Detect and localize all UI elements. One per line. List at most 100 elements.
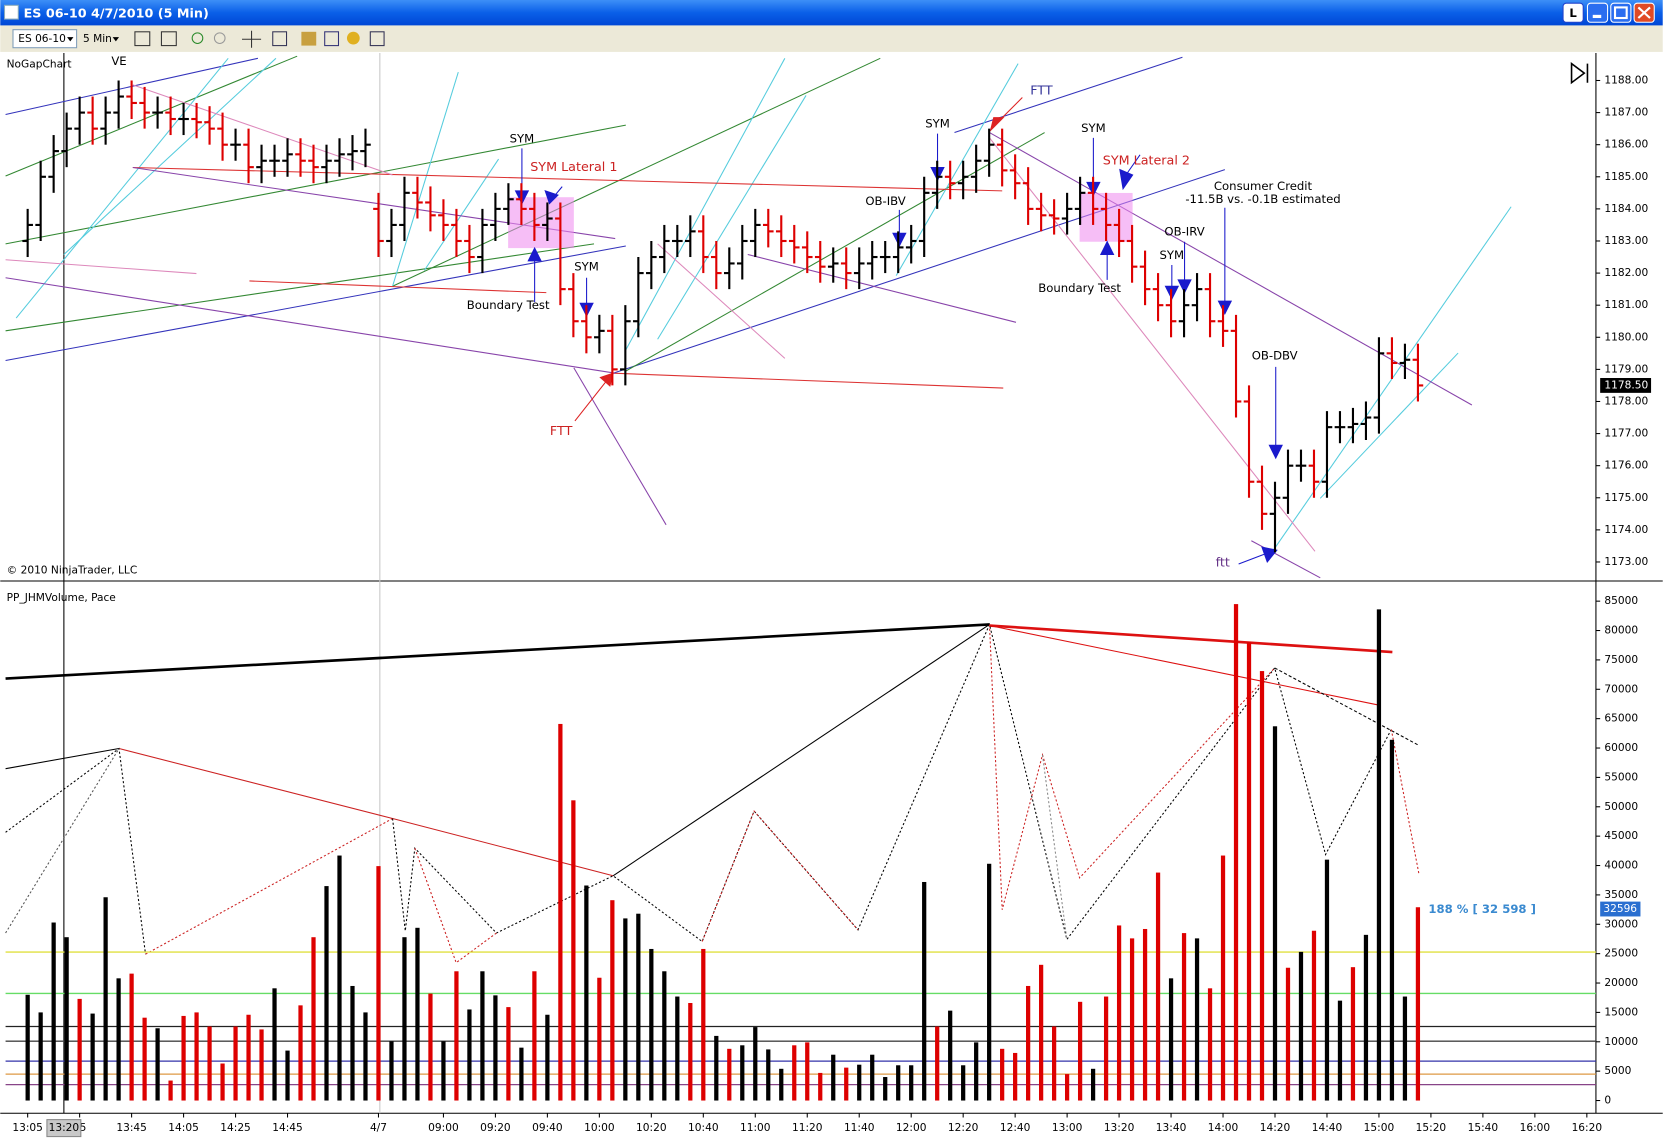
trend-line <box>1272 206 1512 552</box>
draw-tool-icon[interactable] <box>160 31 177 47</box>
volume-bar <box>1207 988 1213 1101</box>
volume-bar <box>558 723 563 1101</box>
volume-bar <box>987 863 992 1101</box>
maximize-button[interactable] <box>1610 2 1632 23</box>
bar-type-icon[interactable] <box>134 31 151 47</box>
volume-bar <box>1116 925 1122 1101</box>
pace-zigzag <box>1041 754 1068 940</box>
annotations: VE SYM SYM Lateral 1 Boundary Test SYM F… <box>111 54 1340 569</box>
trend-line <box>5 245 626 362</box>
trend-line <box>1319 352 1459 499</box>
volume-bar <box>155 1028 160 1101</box>
arrow <box>1177 241 1192 294</box>
crosshair-label: 13:20 <box>49 1122 80 1134</box>
volume-bar <box>766 1049 771 1101</box>
link-button[interactable] <box>1562 2 1584 23</box>
volume-bar <box>1233 604 1239 1101</box>
trend-line <box>657 95 807 340</box>
last-price-box <box>1600 378 1652 393</box>
pace-label: 188 % [ 32 598 ] <box>1428 902 1536 916</box>
volume-bar <box>844 1067 849 1101</box>
trend-line <box>954 56 1183 134</box>
volume-bar <box>896 1065 901 1101</box>
zoom-out-icon[interactable] <box>213 32 226 45</box>
annotation: OB-DBV <box>1252 349 1298 363</box>
dropdown-arrow <box>112 37 120 42</box>
volume-bar <box>831 1054 836 1101</box>
annotation: SYM Lateral 1 <box>530 159 617 174</box>
volume-bar <box>1064 1074 1070 1101</box>
y-tick-label: 80000 <box>1604 625 1638 637</box>
volume-bar <box>922 881 927 1101</box>
trend-line <box>5 277 616 374</box>
trend-line <box>132 84 393 176</box>
link-button-label[interactable]: L <box>1569 6 1577 20</box>
x-tick-label: 12:40 <box>1000 1122 1031 1134</box>
annotation: Boundary Test <box>467 298 550 312</box>
pace-line <box>989 625 1379 706</box>
arrow <box>579 277 594 318</box>
volume-bar <box>870 1054 875 1101</box>
money-icon[interactable] <box>346 31 360 45</box>
volume-bar <box>519 1047 524 1101</box>
volume-bar <box>1259 671 1265 1101</box>
y-tick-label: 1173.00 <box>1604 556 1648 568</box>
y-tick-label: 20000 <box>1604 977 1638 989</box>
volume-bar <box>1039 964 1044 1101</box>
zoom-in-icon[interactable] <box>191 32 204 45</box>
indicator-icon[interactable] <box>324 31 340 47</box>
volume-bar <box>1220 855 1226 1101</box>
volume-bar <box>1090 1068 1096 1101</box>
volume-bar <box>909 1065 914 1101</box>
maximize-icon <box>1613 6 1628 20</box>
pace-zigzag <box>988 624 1276 910</box>
volume-bar <box>597 977 602 1101</box>
volume-bar <box>532 971 537 1101</box>
annotation: SYM <box>1160 248 1185 262</box>
volume-bar <box>571 800 576 1101</box>
minimize-icon <box>1592 14 1602 19</box>
volume-bar <box>974 1042 979 1101</box>
volume-bar <box>1350 967 1356 1101</box>
copyright: © 2010 NinjaTrader, LLC <box>7 564 138 576</box>
crosshair-label-box <box>46 1119 82 1138</box>
trend-line <box>5 243 595 332</box>
data-box-icon[interactable] <box>369 31 385 47</box>
x-tick-label: 14:45 <box>272 1122 303 1134</box>
volume-bar <box>129 973 134 1101</box>
y-tick-label: 1184.00 <box>1604 203 1648 215</box>
volume-bar <box>233 1026 238 1101</box>
volume-bar <box>1142 928 1148 1101</box>
volume-bar <box>285 1050 290 1101</box>
scroll-end-button[interactable] <box>1570 62 1589 85</box>
volume-bar <box>961 1065 966 1101</box>
properties-icon[interactable] <box>272 31 288 47</box>
crosshair-icon[interactable] <box>242 30 262 48</box>
y-tick-label: 0 <box>1604 1095 1611 1107</box>
interval-label[interactable]: 5 Min <box>83 33 112 45</box>
volume-bar <box>363 1012 368 1101</box>
minimize-button[interactable] <box>1586 2 1609 23</box>
y-tick-label: 70000 <box>1604 683 1638 695</box>
volume-bar <box>480 971 485 1101</box>
strategy-icon[interactable] <box>301 31 317 46</box>
x-tick-label: 09:40 <box>532 1122 563 1134</box>
arrow <box>1238 546 1278 565</box>
volume-bar <box>402 937 407 1101</box>
volume-bar <box>1415 907 1421 1101</box>
volume-bar <box>1077 1001 1083 1101</box>
annotation: SYM <box>574 260 599 274</box>
instrument-label[interactable]: ES 06-10 <box>18 33 66 45</box>
pace-line <box>5 623 990 680</box>
instrument-selector[interactable] <box>12 29 78 49</box>
volume-bar <box>948 1010 953 1101</box>
trend-line <box>132 166 1003 192</box>
x-tick-label: 4/7 <box>370 1122 387 1134</box>
x-tick-label: 10:20 <box>636 1122 667 1134</box>
x-tick-label: 13:45 <box>116 1122 147 1134</box>
volume-bar <box>1389 739 1395 1101</box>
trend-line <box>63 57 277 255</box>
volume-bar <box>779 1068 784 1101</box>
annotation: SYM <box>925 117 950 131</box>
